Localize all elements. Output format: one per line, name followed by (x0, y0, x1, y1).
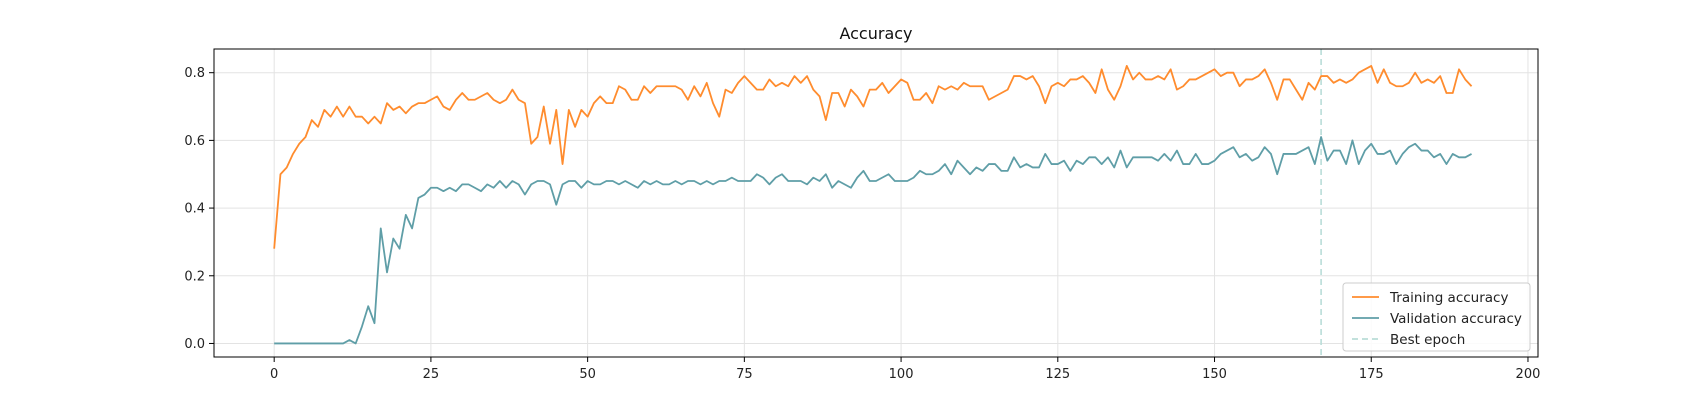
validation-accuracy-line (274, 136, 1472, 345)
y-tick-label: 0.8 (184, 66, 205, 81)
x-tick-label: 50 (579, 367, 596, 382)
x-tick-label: 125 (1045, 367, 1070, 382)
x-tick-label: 150 (1202, 367, 1227, 382)
x-tick-label: 75 (736, 367, 753, 382)
x-tick-label: 100 (889, 367, 914, 382)
chart-title: Accuracy (839, 24, 912, 43)
legend: Training accuracy Validation accuracy Best… (1342, 282, 1531, 352)
y-tick-label: 0.4 (184, 202, 205, 217)
y-tick-label: 0.0 (184, 337, 205, 352)
x-tick-label: 175 (1359, 367, 1384, 382)
training-accuracy-line (273, 65, 1473, 249)
legend-validation-label: Validation accuracy (1390, 311, 1522, 327)
legend-best-epoch-label: Best epoch (1390, 332, 1465, 348)
x-axis: 0 25 50 75 100 125 150 175 200 (270, 357, 1540, 382)
x-tick-label: 0 (270, 367, 278, 382)
series-layer (273, 65, 1473, 345)
grid (214, 49, 1538, 357)
x-tick-label: 200 (1516, 367, 1541, 382)
legend-box (1342, 282, 1531, 352)
legend-training-label: Training accuracy (1389, 290, 1508, 306)
y-tick-label: 0.2 (184, 269, 205, 284)
y-axis: 0.0 0.2 0.4 0.6 0.8 (184, 66, 214, 352)
x-tick-label: 25 (423, 367, 440, 382)
plot-frame (213, 48, 1539, 358)
y-tick-label: 0.6 (184, 134, 205, 149)
